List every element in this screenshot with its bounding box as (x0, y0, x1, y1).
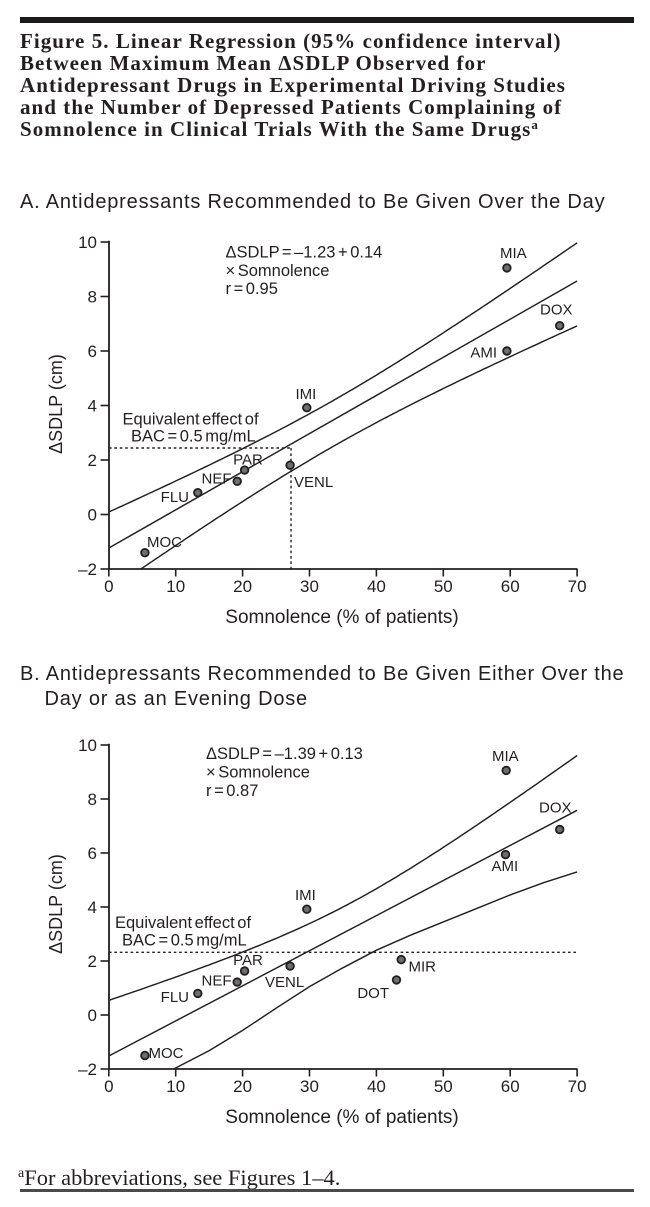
svg-text:8: 8 (88, 790, 97, 809)
svg-text:Equivalent effect of: Equivalent effect of (123, 411, 259, 429)
svg-text:MIA: MIA (500, 245, 527, 262)
svg-text:MOC: MOC (147, 534, 182, 551)
svg-text:PAR: PAR (233, 952, 263, 969)
svg-text:10: 10 (78, 736, 97, 755)
svg-text:10: 10 (166, 1077, 185, 1096)
svg-text:ΔSDLP (cm): ΔSDLP (cm) (46, 354, 66, 454)
svg-text:IMI: IMI (295, 887, 316, 904)
svg-text:BAC = 0.5 mg/mL: BAC = 0.5 mg/mL (131, 428, 256, 446)
svg-text:VENL: VENL (294, 474, 333, 491)
svg-text:6: 6 (88, 342, 97, 361)
svg-text:× Somnolence: × Somnolence (206, 764, 310, 782)
svg-text:Somnolence (% of patients): Somnolence (% of patients) (225, 1107, 458, 1128)
svg-text:40: 40 (367, 577, 386, 596)
svg-text:10: 10 (166, 577, 185, 596)
svg-text:AMI: AMI (492, 858, 519, 875)
svg-text:60: 60 (501, 577, 520, 596)
svg-text:MOC: MOC (149, 1045, 184, 1062)
svg-text:ΔSDLP = –1.23 + 0.14: ΔSDLP = –1.23 + 0.14 (226, 244, 383, 262)
svg-text:× Somnolence: × Somnolence (226, 262, 330, 280)
svg-text:–2: –2 (78, 1060, 97, 1079)
svg-text:4: 4 (88, 898, 97, 917)
svg-text:DOT: DOT (357, 985, 389, 1002)
svg-text:DOX: DOX (539, 800, 572, 817)
svg-text:2: 2 (88, 952, 97, 971)
svg-text:FLU: FLU (161, 989, 189, 1006)
svg-text:Equivalent effect of: Equivalent effect of (115, 914, 251, 932)
svg-text:6: 6 (88, 844, 97, 863)
svg-text:70: 70 (568, 577, 587, 596)
svg-text:4: 4 (88, 397, 97, 416)
svg-text:PAR: PAR (233, 452, 263, 469)
svg-text:30: 30 (300, 1077, 319, 1096)
svg-text:70: 70 (568, 1077, 587, 1096)
svg-text:BAC = 0.5 mg/mL: BAC = 0.5 mg/mL (122, 932, 247, 950)
svg-text:10: 10 (78, 233, 97, 252)
svg-text:r = 0.95: r = 0.95 (226, 280, 278, 298)
svg-text:0: 0 (104, 577, 113, 596)
svg-text:50: 50 (434, 577, 453, 596)
svg-text:MIR: MIR (409, 959, 437, 976)
svg-text:ΔSDLP = –1.39 + 0.13: ΔSDLP = –1.39 + 0.13 (206, 745, 363, 763)
svg-text:FLU: FLU (161, 489, 189, 506)
svg-text:0: 0 (88, 1006, 97, 1025)
svg-text:AMI: AMI (470, 345, 497, 362)
svg-text:Somnolence (% of patients): Somnolence (% of patients) (225, 607, 458, 628)
svg-text:40: 40 (367, 1077, 386, 1096)
svg-text:NEF: NEF (202, 973, 232, 990)
svg-text:0: 0 (104, 1077, 113, 1096)
svg-text:20: 20 (233, 1077, 252, 1096)
svg-text:2: 2 (88, 451, 97, 470)
svg-text:30: 30 (300, 577, 319, 596)
svg-text:IMI: IMI (296, 386, 317, 403)
svg-text:DOX: DOX (540, 302, 573, 319)
svg-text:60: 60 (501, 1077, 520, 1096)
svg-text:r = 0.87: r = 0.87 (206, 782, 258, 800)
svg-text:8: 8 (88, 288, 97, 307)
svg-text:NEF: NEF (202, 471, 232, 488)
svg-text:VENL: VENL (265, 974, 304, 991)
svg-text:ΔSDLP (cm): ΔSDLP (cm) (46, 854, 66, 954)
svg-text:MIA: MIA (492, 748, 519, 765)
svg-text:–2: –2 (78, 560, 97, 579)
svg-text:20: 20 (233, 577, 252, 596)
svg-text:50: 50 (434, 1077, 453, 1096)
svg-text:0: 0 (88, 506, 97, 525)
